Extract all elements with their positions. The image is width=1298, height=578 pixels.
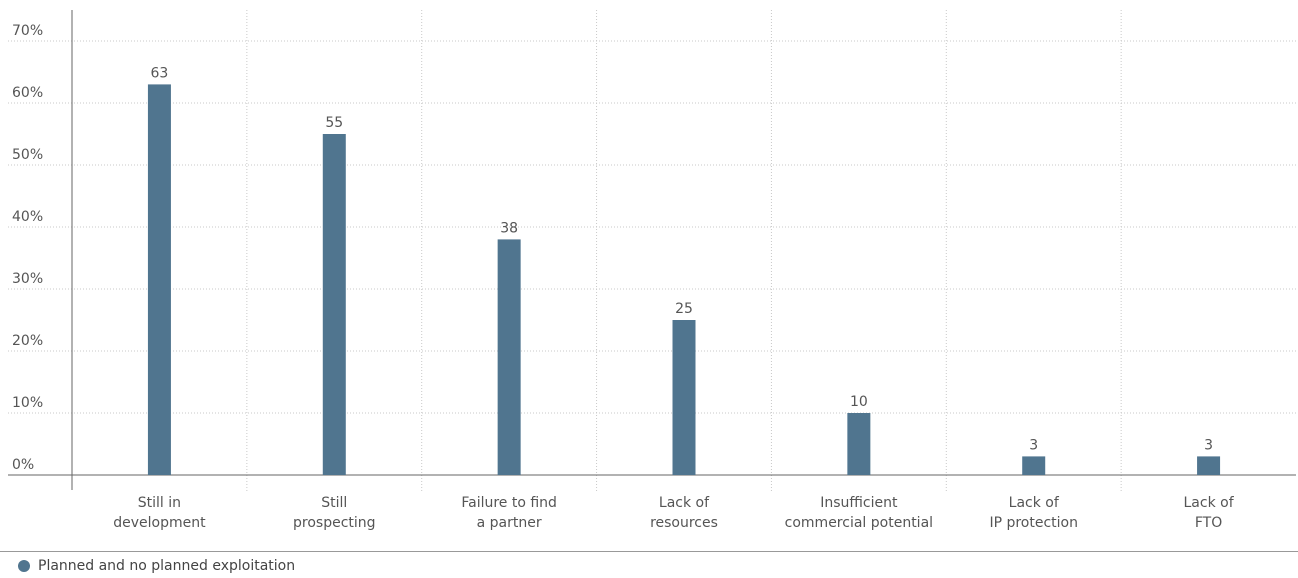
bar	[322, 134, 346, 475]
x-tick-label: Failure to find	[461, 495, 557, 511]
y-tick-label: 70%	[12, 23, 43, 39]
y-tick-label: 20%	[12, 333, 43, 349]
bar	[1022, 456, 1046, 475]
x-tick-label: Still	[321, 495, 347, 511]
bar-chart: 0% 10% 20% 30% 40% 50% 60% 70% 63 Still in develop…	[8, 10, 1296, 531]
x-tick-label: resources	[650, 515, 718, 531]
y-tick-label: 10%	[12, 395, 43, 411]
bar	[672, 320, 696, 475]
data-label: 63	[151, 65, 169, 81]
y-tick-label: 30%	[12, 271, 43, 287]
data-label: 3	[1204, 437, 1213, 453]
x-tick-label: commercial potential	[785, 515, 933, 531]
x-tick-label: Lack of	[1184, 495, 1235, 511]
x-tick-label: prospecting	[293, 515, 376, 531]
bar	[1197, 456, 1221, 475]
x-tick-label: a partner	[477, 515, 542, 531]
data-label: 38	[500, 220, 518, 236]
legend-marker	[18, 560, 30, 572]
bar	[147, 84, 171, 476]
y-tick-label: 40%	[12, 209, 43, 225]
legend-divider	[0, 551, 1298, 552]
y-tick-label: 0%	[12, 457, 34, 473]
x-tick-label: development	[113, 515, 206, 531]
legend-label: Planned and no planned exploitation	[38, 558, 296, 574]
x-tick-label: IP protection	[989, 515, 1078, 531]
data-label: 55	[325, 115, 343, 131]
data-label: 10	[850, 394, 868, 410]
x-tick-label: Insufficient	[820, 495, 898, 511]
x-tick-label: FTO	[1195, 515, 1222, 531]
y-tick-label: 50%	[12, 147, 43, 163]
data-label: 25	[675, 301, 693, 317]
x-tick-label: Lack of	[1009, 495, 1060, 511]
data-label: 3	[1029, 437, 1038, 453]
x-tick-label: Still in	[138, 495, 181, 511]
bar	[497, 239, 521, 475]
x-tick-label: Lack of	[659, 495, 710, 511]
bar	[847, 413, 871, 475]
y-tick-label: 60%	[12, 85, 43, 101]
legend: Planned and no planned exploitation	[18, 558, 295, 574]
